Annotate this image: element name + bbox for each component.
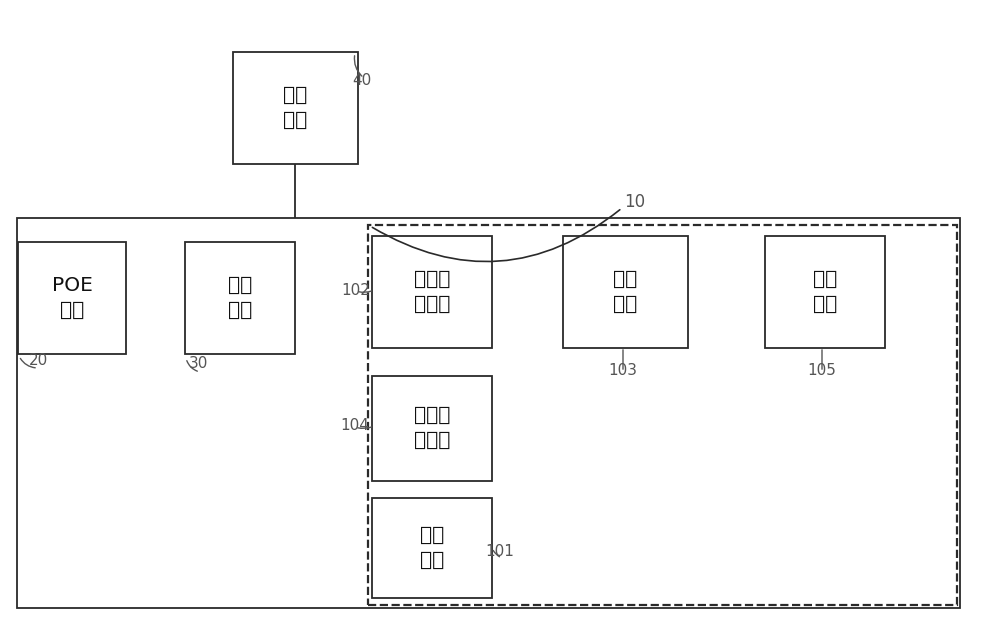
Text: 102: 102	[342, 282, 370, 298]
Text: 105: 105	[808, 362, 836, 378]
Bar	[17, 218, 960, 608]
Text: 受电
设备: 受电 设备	[283, 86, 307, 130]
Text: 30: 30	[188, 355, 208, 371]
Text: 断电检
测模块: 断电检 测模块	[414, 406, 450, 450]
Bar	[232, 52, 358, 164]
Bar	[372, 498, 492, 598]
Text: 控制
模块: 控制 模块	[613, 270, 637, 314]
Text: 上电检
测模块: 上电检 测模块	[414, 270, 450, 314]
Bar	[372, 376, 492, 481]
Text: 供电
模块: 供电 模块	[813, 270, 837, 314]
Bar	[562, 236, 688, 348]
Bar	[372, 236, 492, 348]
Text: 交换
模块: 交换 模块	[420, 526, 444, 570]
Text: 104: 104	[341, 419, 369, 433]
Bar	[185, 242, 295, 354]
Text: 103: 103	[608, 362, 638, 378]
Text: POE
电源: POE 电源	[52, 276, 92, 320]
Text: 网线
接口: 网线 接口	[228, 276, 252, 320]
Text: 40: 40	[352, 72, 372, 88]
Bar	[18, 242, 126, 354]
Text: 10: 10	[624, 193, 646, 211]
Bar	[765, 236, 885, 348]
Text: 20: 20	[28, 353, 48, 367]
Text: 101: 101	[486, 544, 514, 560]
Bar	[368, 225, 957, 605]
